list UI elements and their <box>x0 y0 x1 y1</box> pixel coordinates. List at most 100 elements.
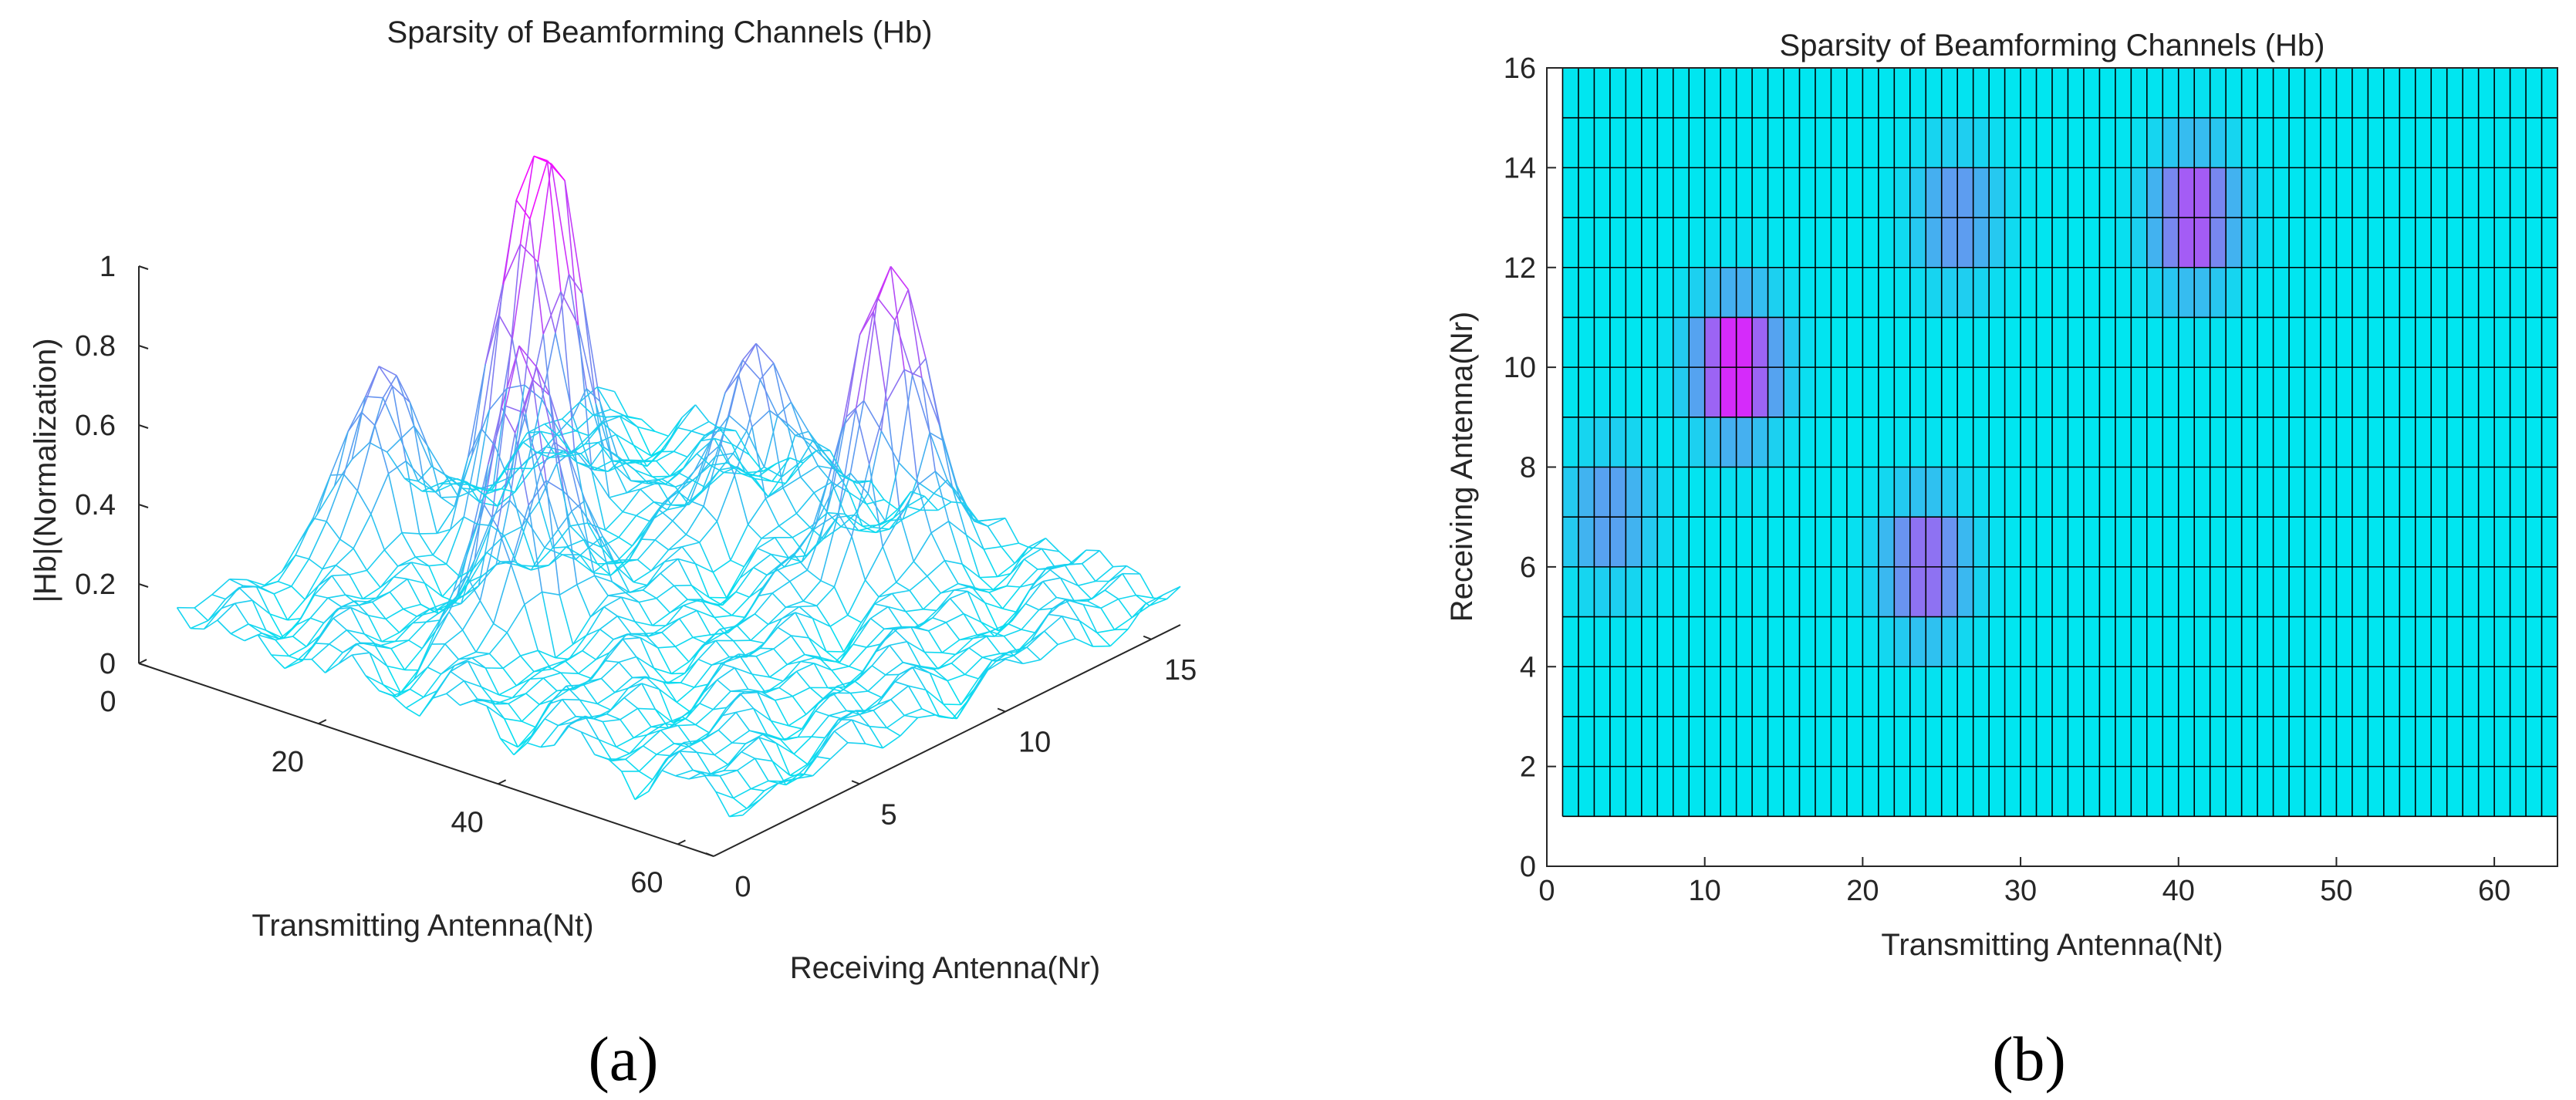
mesh-line <box>665 472 680 485</box>
heatmap-cell <box>2415 616 2432 667</box>
mesh-line <box>459 568 474 578</box>
mesh-line <box>532 457 551 470</box>
mesh-line <box>527 430 541 434</box>
mesh-line <box>650 448 665 457</box>
mesh-line <box>488 632 508 654</box>
heatmap-cell <box>1657 367 1673 417</box>
mesh-line <box>802 600 817 607</box>
mesh-line <box>855 409 870 464</box>
mesh-line <box>203 619 218 630</box>
mesh-line <box>541 592 556 658</box>
heatmap-cell <box>2351 117 2368 168</box>
mesh-line <box>771 592 787 608</box>
mesh-line <box>365 396 383 399</box>
mesh-line <box>750 780 769 790</box>
mesh-line <box>387 438 401 453</box>
mesh-line <box>505 467 519 471</box>
mesh-line <box>378 366 397 376</box>
mesh-line <box>825 454 840 476</box>
mesh-line <box>674 743 688 748</box>
mesh-line <box>927 575 941 594</box>
heatmap-cell <box>1831 616 1847 667</box>
heatmap-cell <box>1689 367 1705 417</box>
mesh-line <box>335 565 350 575</box>
heatmap-cell <box>1657 117 1673 168</box>
heatmap-cell <box>1752 117 1768 168</box>
heatmap-cell <box>2494 417 2510 467</box>
heatmap-cell <box>1562 367 1578 417</box>
mesh-line <box>836 680 855 687</box>
heatmap-cell <box>1862 417 1879 467</box>
mesh-line <box>950 590 968 599</box>
heatmap-cell <box>2415 167 2432 218</box>
mesh-line <box>697 609 715 619</box>
mesh-line <box>623 697 639 710</box>
heatmap-cell <box>2336 267 2352 318</box>
mesh-line <box>602 422 616 435</box>
mesh-line <box>777 626 792 636</box>
mesh-line <box>614 561 629 565</box>
heatmap-cell <box>1926 68 1942 118</box>
mesh-line <box>595 403 610 498</box>
heatmap-cell <box>1720 517 1737 567</box>
mesh-line <box>609 561 625 576</box>
mesh-line <box>923 651 939 670</box>
heatmap-cell <box>1641 267 1658 318</box>
mesh-line <box>643 730 661 747</box>
mesh-line <box>544 423 559 437</box>
heatmap-cell <box>1799 566 1815 617</box>
heatmap-cell <box>2320 117 2337 168</box>
heatmap-cell <box>2257 267 2274 318</box>
heatmap-cell <box>1562 716 1578 767</box>
mesh-line <box>472 552 488 569</box>
mesh-line <box>333 606 352 619</box>
mesh-line <box>813 492 829 514</box>
mesh-line <box>916 432 930 482</box>
mesh-line <box>680 682 695 688</box>
mesh-line <box>593 575 609 596</box>
heatmap-cell <box>1831 218 1847 268</box>
heatmap-cell <box>2368 666 2384 717</box>
heatmap-cell <box>2415 218 2432 268</box>
mesh-line <box>333 459 353 487</box>
mesh-line <box>504 717 522 722</box>
mesh-line <box>834 719 852 732</box>
mesh-line <box>733 788 751 799</box>
mesh-line <box>885 662 903 676</box>
heatmap-cell <box>1689 666 1705 717</box>
mesh-line <box>502 667 518 687</box>
mesh-line <box>176 607 191 629</box>
heatmap-cell <box>1784 766 1800 817</box>
heatmap-cell <box>2036 566 2052 617</box>
mesh-line <box>501 488 515 493</box>
mesh-line <box>1065 599 1080 622</box>
mesh-line <box>615 565 634 583</box>
heatmap-cell <box>1736 566 1753 617</box>
mesh-line <box>837 513 852 537</box>
mesh-line <box>940 589 954 594</box>
mesh-line <box>350 606 369 616</box>
mesh-line <box>562 418 576 432</box>
mesh-line <box>654 520 674 541</box>
mesh-line <box>603 606 618 617</box>
mesh-line <box>800 656 819 663</box>
mesh-line <box>815 476 830 526</box>
heatmap-cell <box>1957 167 1973 218</box>
mesh-line <box>812 618 827 652</box>
heatmap-cell <box>2036 117 2052 168</box>
mesh-line <box>1069 562 1082 565</box>
heatmap-cell <box>1767 417 1784 467</box>
mesh-line <box>688 774 707 780</box>
mesh-line <box>674 646 690 663</box>
mesh-line <box>737 625 751 641</box>
panel-a: Sparsity of Beamforming Channels (Hb) 00… <box>29 15 1197 1094</box>
mesh-line <box>792 526 811 538</box>
mesh-line <box>905 611 920 628</box>
mesh-line <box>641 683 660 690</box>
heatmap-cell <box>2541 417 2557 467</box>
heatmap-cell <box>1878 766 1895 817</box>
mesh-line <box>531 718 545 737</box>
mesh-line <box>401 531 420 535</box>
mesh-line <box>882 735 901 749</box>
